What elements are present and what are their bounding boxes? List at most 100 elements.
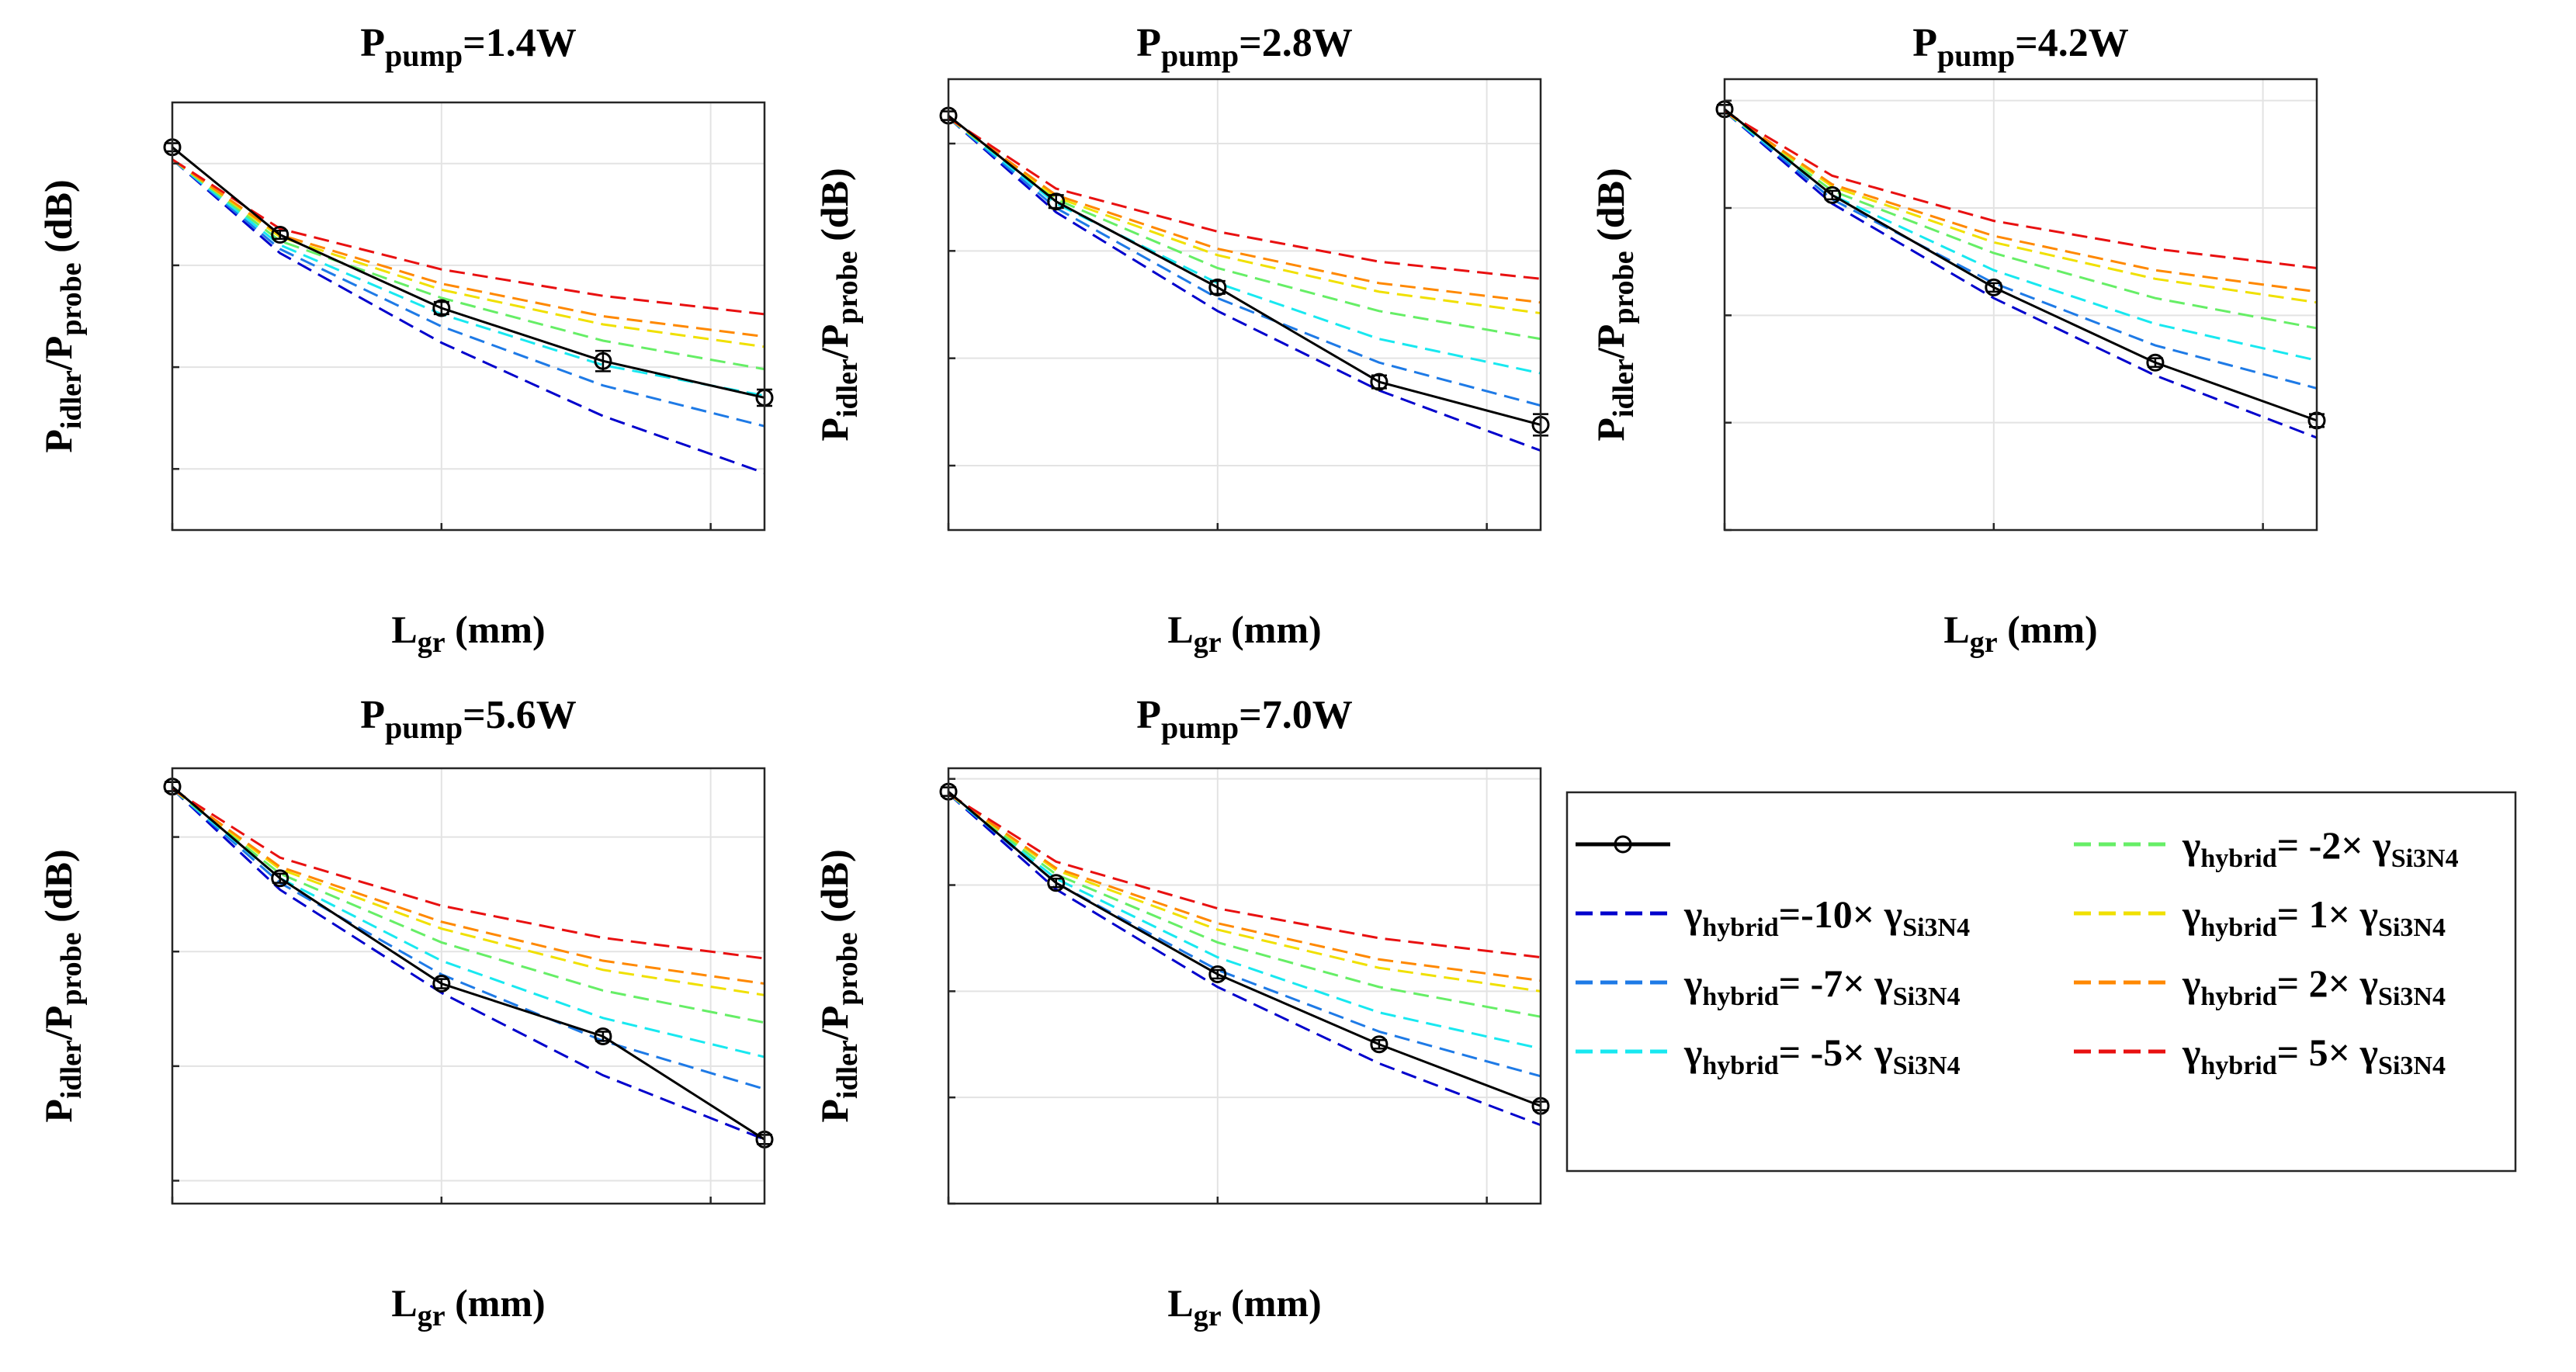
model-series-line (172, 158, 765, 371)
text-span: hybrid (2200, 982, 2276, 1011)
text-span: (mm) (446, 608, 546, 651)
text-span: N (2413, 1052, 2432, 1080)
chart-title-main: P (360, 693, 385, 737)
text-span: =-10× (1779, 892, 1884, 936)
text-span: 3 (2400, 982, 2413, 1011)
text-span: 4 (1947, 1052, 1961, 1080)
text-span: = 2× (2277, 961, 2360, 1005)
data-point-marker (594, 352, 612, 370)
text-span: probe (1607, 251, 1640, 324)
data-point-marker (271, 869, 289, 888)
text-span: L (1167, 1281, 1193, 1325)
legend-item: γhybrid= -7× γSi3N4 (1576, 961, 1961, 1011)
model-series-line (1724, 110, 2318, 439)
text-span: N (1928, 982, 1947, 1011)
chart-title: Ppump=2.8W (1136, 21, 1352, 73)
text-span: 4 (2432, 982, 2446, 1011)
text-span: = -2× (2277, 823, 2373, 867)
text-span: idler (55, 1040, 88, 1099)
model-series-line (172, 788, 765, 1090)
data-point-marker (432, 975, 451, 993)
text-span: P (36, 429, 80, 453)
legend-item: γhybrid= -5× γSi3N4 (1576, 1031, 1961, 1080)
model-series-line (172, 158, 765, 474)
text-span: idler (831, 359, 864, 417)
text-span: = -7× (1779, 961, 1875, 1005)
chart-title-main: P (1912, 21, 1937, 65)
text-span: 3 (1925, 913, 1938, 942)
y-axis-label: Pidler/Pprobe (dB) (813, 849, 864, 1122)
axes-box (947, 78, 1542, 532)
legend-item: γhybrid= 1× γSi3N4 (2074, 892, 2446, 942)
x-axis-label: Lgr (mm) (1167, 608, 1321, 659)
text-span: γ (2182, 892, 2200, 936)
legend-label: γhybrid=-10× γSi3N4 (1683, 892, 1970, 942)
text-span: 4 (1947, 982, 1961, 1011)
model-series-line (172, 788, 765, 1058)
chart-panel-1: Ppump=1.4W Lgr (mm) Pidler/Pprobe (dB) (36, 21, 774, 659)
legend-label: γhybrid= -7× γSi3N4 (1683, 961, 1961, 1011)
text-span: L (391, 608, 417, 651)
text-span: = 5× (2277, 1031, 2360, 1074)
model-series-line (948, 792, 1541, 1127)
y-axis-label: Pidler/Pprobe (dB) (813, 168, 864, 441)
data-series-line (172, 785, 765, 1141)
model-series-line (172, 788, 765, 1024)
model-series-line (1724, 110, 2318, 390)
axes-box (947, 767, 1542, 1205)
data-point-marker (1047, 192, 1066, 211)
model-series-line (172, 158, 765, 348)
x-axis-label: Lgr (mm) (391, 608, 545, 659)
text-span: 3 (2400, 1052, 2413, 1080)
text-span: (dB) (813, 849, 856, 932)
model-series-line (172, 788, 765, 996)
x-axis-label: Lgr (mm) (1943, 608, 2097, 659)
text-span: Si (2391, 844, 2413, 873)
text-span: P (813, 417, 856, 442)
model-series-line (948, 792, 1541, 982)
model-series-line (171, 788, 765, 1141)
chart-title-value: =5.6W (463, 693, 577, 737)
data-point-marker (594, 1027, 612, 1045)
text-span: γ (2182, 823, 2200, 867)
text-span: hybrid (1702, 1052, 1778, 1080)
model-series-line (948, 116, 1541, 407)
text-span: P (813, 1099, 856, 1123)
model-series-line (948, 792, 1541, 1018)
chart-panel-3: Ppump=4.2W Lgr (mm) Pidler/Pprobe (dB) (1589, 21, 2326, 659)
data-point-marker (271, 226, 289, 244)
text-span: hybrid (2200, 913, 2276, 942)
legend-label: γhybrid= -5× γSi3N4 (1683, 1031, 1961, 1080)
data-point-marker (1985, 278, 2003, 296)
model-series-line (172, 158, 765, 338)
y-axis-label: Pidler/Pprobe (dB) (36, 179, 88, 452)
text-span: γ (1884, 892, 1902, 936)
x-axis-label: Lgr (mm) (1167, 1281, 1321, 1332)
data-point-marker (1208, 278, 1227, 296)
model-series-line (948, 116, 1541, 280)
text-span: hybrid (2200, 1052, 2276, 1080)
y-axis-label: Pidler/Pprobe (dB) (36, 849, 88, 1122)
text-span: hybrid (1702, 982, 1778, 1011)
legend-label: γhybrid= 2× γSi3N4 (2182, 961, 2446, 1011)
model-series-line (948, 116, 1541, 341)
legend-item: γhybrid=-10× γSi3N4 (1576, 892, 1970, 942)
text-span: γ (2359, 1031, 2378, 1074)
chart-title-value: =1.4W (463, 21, 577, 65)
text-span: L (391, 1281, 417, 1325)
x-axis-label: Lgr (mm) (391, 1281, 545, 1332)
text-span: /P (36, 1006, 80, 1041)
text-span: (mm) (1998, 608, 2098, 651)
chart-panel-4: Ppump=5.6W Lgr (mm) Pidler/Pprobe (dB) (36, 693, 774, 1332)
text-span: (mm) (446, 1281, 546, 1325)
text-span: γ (2182, 961, 2200, 1005)
model-series-line (172, 158, 765, 428)
text-span: N (1938, 913, 1957, 942)
text-span: 4 (2446, 844, 2459, 873)
model-series-line (948, 116, 1541, 304)
legend-data-marker (1614, 835, 1632, 854)
text-span: hybrid (2200, 844, 2276, 873)
text-span: γ (1683, 892, 1702, 936)
